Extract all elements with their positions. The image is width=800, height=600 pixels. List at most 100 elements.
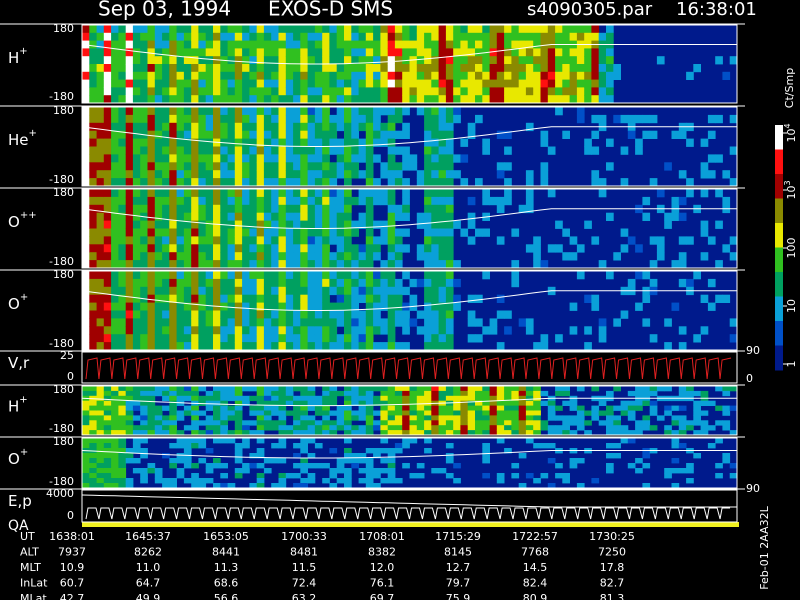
spectrogram-cell xyxy=(140,196,148,206)
spectrogram-cell xyxy=(191,326,199,335)
spectrogram-cell xyxy=(242,342,250,351)
spectrogram-cell xyxy=(504,448,512,454)
spectrogram-cell xyxy=(89,146,97,155)
spectrogram-cell xyxy=(445,326,454,335)
spectrogram-cell xyxy=(373,25,381,34)
spectrogram-cell xyxy=(140,386,148,392)
spectrogram-cell xyxy=(191,71,199,80)
spectrogram-cell xyxy=(263,56,272,65)
spectrogram-cell xyxy=(205,318,214,327)
spectrogram-cell xyxy=(569,32,578,41)
spectrogram-cell xyxy=(329,130,338,139)
spectrogram-cell xyxy=(242,425,250,431)
spectrogram-cell xyxy=(300,87,308,96)
spectrogram-cell xyxy=(285,286,294,296)
spectrogram-cell xyxy=(489,48,498,57)
spectrogram-cell xyxy=(205,25,214,34)
spectrogram-cell xyxy=(125,154,134,163)
spectrogram-cell xyxy=(132,278,141,288)
spectrogram-cell xyxy=(169,395,177,402)
spectrogram-cell xyxy=(271,79,279,88)
spectrogram-cell xyxy=(678,260,687,269)
spectrogram-cell xyxy=(482,415,490,421)
spectrogram-cell xyxy=(722,196,731,206)
spectrogram-cell xyxy=(169,463,177,469)
spectrogram-cell xyxy=(394,25,403,34)
table-cell: 7250 xyxy=(598,546,626,559)
spectrogram-cell xyxy=(365,410,374,416)
spectrogram-cell xyxy=(140,405,148,411)
spectrogram-cell xyxy=(322,244,330,253)
spectrogram-cell xyxy=(191,410,199,416)
spectrogram-cell xyxy=(213,463,221,469)
spectrogram-cell xyxy=(584,87,592,96)
spectrogram-cell xyxy=(322,400,330,406)
spectrogram-cell xyxy=(438,130,447,139)
spectrogram-cell xyxy=(467,236,476,245)
spectrogram-cell xyxy=(220,405,228,411)
spectrogram-cell xyxy=(191,252,199,261)
spectrogram-cell xyxy=(380,64,389,73)
spectrogram-cell xyxy=(358,400,367,406)
table-cell: 1722:57 xyxy=(512,530,558,543)
spectrogram-cell xyxy=(664,386,672,392)
spectrogram-cell xyxy=(111,425,119,431)
spectrogram-cell xyxy=(678,170,687,179)
spectrogram-cell xyxy=(169,430,177,436)
spectrogram-cell xyxy=(213,122,221,132)
spectrogram-cell xyxy=(627,390,636,397)
spectrogram-cell xyxy=(89,32,97,41)
spectrogram-cell xyxy=(547,95,556,104)
spectrogram-cell xyxy=(307,228,316,237)
spectrogram-cell xyxy=(198,71,207,80)
spectrogram-cell xyxy=(453,79,461,88)
spectrogram-cell xyxy=(227,342,236,351)
spectrogram-cell xyxy=(358,260,367,269)
spectrogram-cell xyxy=(162,420,170,426)
spectrogram-cell xyxy=(191,64,199,73)
spectrogram-cell xyxy=(555,415,563,421)
spectrogram-cell xyxy=(111,448,119,454)
spectrogram-cell xyxy=(402,386,410,392)
spectrogram-cell xyxy=(693,400,701,406)
spectrogram-cell xyxy=(475,228,483,237)
spectrogram-cell xyxy=(722,405,731,411)
spectrogram-cell xyxy=(278,310,287,319)
spectrogram-cell xyxy=(256,122,265,132)
spectrogram-cell xyxy=(118,453,127,459)
spectrogram-cell xyxy=(271,138,279,147)
spectrogram-cell xyxy=(453,415,461,421)
spectrogram-cell xyxy=(263,271,272,280)
spectrogram-cell xyxy=(576,458,585,464)
spectrogram-cell xyxy=(576,87,585,96)
spectrogram-cell xyxy=(132,468,141,474)
spectrogram-cell xyxy=(700,326,709,335)
spectrogram-cell xyxy=(220,425,228,431)
spectrogram-cell xyxy=(162,122,170,132)
spectrogram-cell xyxy=(380,95,389,104)
table-cell: 1645:37 xyxy=(125,530,171,543)
spectrogram-cell xyxy=(140,122,148,132)
spectrogram-cell xyxy=(518,400,527,406)
spectrogram-cell xyxy=(132,430,141,436)
spectrogram-cell xyxy=(329,138,338,147)
spectrogram-cell xyxy=(227,95,236,104)
spectrogram-cell xyxy=(533,386,541,392)
spectrogram-cell xyxy=(424,244,432,253)
spectrogram-cell xyxy=(511,56,520,65)
spectrogram-cell xyxy=(358,220,367,229)
spectrogram-cell xyxy=(482,271,490,280)
spectrogram-cell xyxy=(402,318,410,327)
spectrogram-cell xyxy=(213,32,221,41)
spectrogram-cell xyxy=(729,56,738,65)
spectrogram-cell xyxy=(183,244,192,253)
spectrogram-cell xyxy=(438,318,447,327)
spectrogram-cell xyxy=(394,178,403,187)
spectrogram-cell xyxy=(525,473,534,479)
spectrogram-cell xyxy=(424,178,432,187)
spectrogram-cell xyxy=(467,95,476,104)
spectrogram-cell xyxy=(263,154,272,163)
spectrogram-cell xyxy=(285,79,294,88)
spectrogram-cell xyxy=(242,252,250,261)
spectrogram-cell xyxy=(576,483,585,489)
